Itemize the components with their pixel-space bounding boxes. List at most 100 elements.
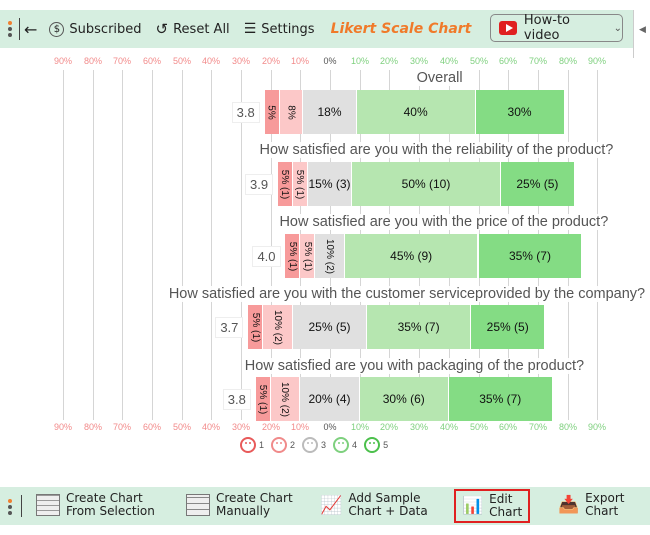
segment-label: 35% (7) [479, 392, 522, 406]
axis-tick-top: 10% [290, 56, 310, 66]
legend-label: 5 [383, 440, 389, 450]
smile-face-icon [333, 437, 350, 453]
gridline [63, 70, 64, 420]
reset-all-button[interactable]: ↺ Reset All [156, 20, 230, 38]
dollar-circle-icon: $ [49, 21, 65, 37]
segment-label: 45% (9) [390, 249, 433, 263]
bar-segment-2: 5% (1) [292, 162, 308, 206]
edit-chart-button[interactable]: 📊 Edit Chart [454, 489, 531, 523]
segment-label: 5% (1) [301, 241, 313, 271]
segment-label: 5% (1) [257, 384, 269, 414]
axis-tick-bottom: 30% [231, 422, 251, 432]
arrow-left-icon[interactable]: ← [24, 19, 38, 39]
segment-label: 25% (5) [308, 320, 351, 334]
table-icon [36, 494, 60, 516]
mean-score: 3.8 [222, 389, 251, 410]
question-title: How satisfied are you with packaging of … [242, 358, 587, 374]
gridline [152, 70, 153, 420]
bar-segment-3: 25% (5) [292, 305, 368, 349]
how-to-video-dropdown[interactable]: How-to video ⌄ [490, 13, 623, 43]
settings-label: Settings [261, 21, 315, 37]
bar-segment-3: 20% (4) [300, 377, 360, 421]
app-title: Likert Scale Chart [330, 21, 472, 37]
bar-segment-3: 15% (3) [307, 162, 353, 206]
more-options-icon[interactable] [5, 499, 15, 515]
bar-segment-4: 45% (9) [344, 234, 479, 278]
axis-tick-bottom: 10% [290, 422, 310, 432]
bar-segment-2: 5% (1) [300, 234, 316, 278]
segment-label: 50% (10) [401, 177, 451, 191]
bar-segment-2: 10% (2) [263, 305, 293, 349]
axis-tick-bottom: 50% [172, 422, 192, 432]
reset-all-label: Reset All [173, 21, 230, 37]
segment-label: 10% (2) [272, 309, 284, 345]
create-chart-from-selection-button[interactable]: Create Chart From Selection [36, 492, 155, 518]
question-title: How satisfied are you with the customer … [166, 286, 648, 302]
bar-segment-2: 10% (2) [270, 377, 301, 421]
segment-label: 5% (1) [286, 241, 298, 271]
axis-tick-bottom: 10% [350, 422, 370, 432]
segment-label: 40% [403, 105, 428, 119]
export-chart-button[interactable]: 📥 Export Chart [558, 492, 624, 518]
question-title: Overall [414, 70, 465, 86]
caret-left-icon: ◀ [639, 24, 646, 34]
segment-label: 5% (1) [249, 312, 261, 342]
bar-segment-5: 25% (5) [471, 305, 546, 349]
axis-tick-top: 80% [558, 56, 578, 66]
bar-segment-1: 5% (1) [255, 377, 271, 421]
axis-tick-bottom: 70% [112, 422, 132, 432]
axis-tick-top: 90% [53, 56, 73, 66]
collapse-panel-button[interactable]: ◀ [633, 10, 650, 58]
axis-tick-bottom: 90% [53, 422, 73, 432]
axis-tick-bottom: 50% [469, 422, 489, 432]
axis-tick-top: 20% [261, 56, 281, 66]
gridline [182, 70, 183, 420]
axis-tick-top: 40% [201, 56, 221, 66]
subscribed-label: Subscribed [69, 21, 142, 37]
gridline [211, 70, 212, 420]
more-options-icon[interactable] [5, 21, 15, 37]
segment-label: 30% (6) [382, 392, 425, 406]
axis-tick-bottom: 40% [439, 422, 459, 432]
axis-tick-top: 50% [172, 56, 192, 66]
segment-label: 15% (3) [308, 177, 351, 191]
axis-tick-top: 20% [379, 56, 399, 66]
bar-segment-3: 18% [303, 90, 357, 134]
axis-tick-top: 0% [323, 56, 337, 66]
axis-tick-top: 10% [350, 56, 370, 66]
axis-tick-bottom: 40% [201, 422, 221, 432]
export-chart-icon: 📥 [558, 494, 580, 515]
settings-button[interactable]: ☰ Settings [244, 21, 315, 37]
axis-tick-top: 60% [142, 56, 162, 66]
segment-label: 8% [285, 104, 297, 120]
bottom-toolbar: Create Chart From Selection Create Chart M… [0, 487, 650, 525]
gridline [122, 70, 123, 420]
gridline [93, 70, 94, 420]
export-chart-label: Export Chart [585, 491, 625, 518]
bar-segment-4: 35% (7) [367, 305, 472, 349]
add-sample-label: Add Sample Chart + Data [348, 491, 428, 518]
axis-tick-top: 70% [112, 56, 132, 66]
create-chart-manually-button[interactable]: Create Chart Manually [186, 492, 293, 518]
subscribed-button[interactable]: $ Subscribed [49, 21, 142, 37]
bar-segment-4: 50% (10) [352, 162, 501, 206]
create-manual-label: Create Chart Manually [216, 491, 293, 518]
form-icon [186, 494, 210, 516]
segment-label: 10% (2) [323, 238, 335, 274]
sample-chart-icon: 📈 [320, 494, 343, 516]
axis-tick-top: 80% [83, 56, 103, 66]
legend: 1 2 3 4 5 [240, 437, 392, 453]
top-toolbar: ← $ Subscribed ↺ Reset All ☰ Settings Li… [0, 10, 633, 48]
add-sample-chart-button[interactable]: 📈 Add Sample Chart + Data [320, 492, 428, 518]
segment-label: 5% (1) [279, 169, 291, 199]
bar-segment-2: 8% [279, 90, 304, 134]
segment-label: 18% [317, 105, 342, 119]
neutral-face-icon [302, 437, 319, 453]
axis-tick-bottom: 60% [142, 422, 162, 432]
question-title: How satisfied are you with the price of … [277, 214, 611, 230]
axis-tick-bottom: 80% [558, 422, 578, 432]
segment-label: 25% (5) [486, 320, 529, 334]
youtube-icon [499, 21, 517, 35]
segment-label: 5% [266, 104, 278, 120]
bar-segment-3: 10% (2) [315, 234, 345, 278]
